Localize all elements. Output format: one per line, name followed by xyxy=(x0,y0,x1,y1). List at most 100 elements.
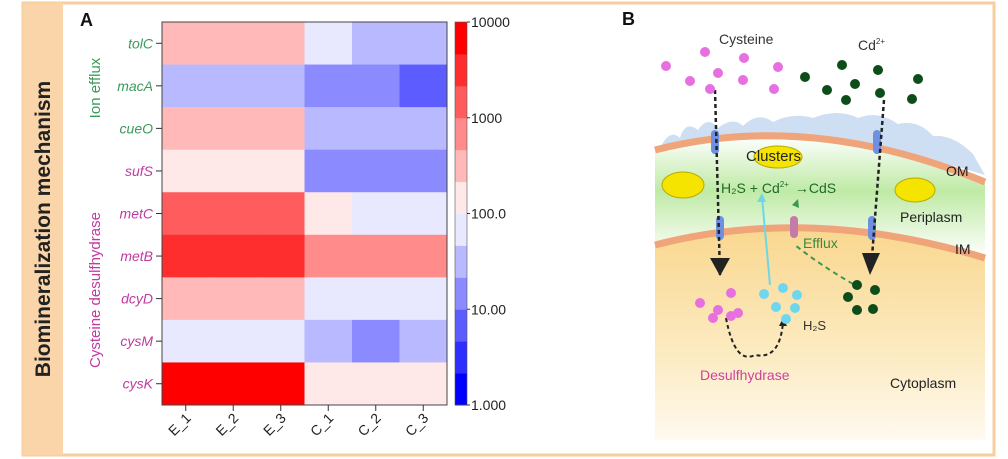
inner-membrane xyxy=(654,224,987,262)
heatmap-cell xyxy=(352,192,400,236)
row-label: dcyD xyxy=(121,291,153,307)
arrowhead xyxy=(792,199,799,208)
label-h2s: H₂S xyxy=(803,318,826,333)
heatmap-cell xyxy=(352,22,400,66)
heatmap-cell xyxy=(352,107,400,151)
heatmap-cell xyxy=(257,22,305,66)
heatmap-cell xyxy=(162,277,210,321)
heatmap-cell xyxy=(257,192,305,236)
colorbar-band xyxy=(455,181,467,214)
heatmap-cell xyxy=(162,64,210,108)
heatmap-cell xyxy=(352,234,400,278)
group-label-ion-efflux: Ion efflux xyxy=(87,57,104,118)
row-label: cysK xyxy=(123,376,154,392)
label-periplasm: Periplasm xyxy=(900,209,962,225)
heatmap-cell xyxy=(399,64,448,108)
heatmap-cell xyxy=(304,192,353,236)
colorbar-tick-label: 1.000 xyxy=(471,397,506,413)
desulfhydrase-path xyxy=(725,317,784,358)
heatmap-cell xyxy=(399,149,448,193)
row-label: sufS xyxy=(125,163,154,179)
heatmap-cell xyxy=(304,22,353,66)
molecule-dot xyxy=(852,305,862,315)
heatmap-cell xyxy=(399,107,448,151)
molecule-dot xyxy=(841,95,851,105)
label-reaction: H₂S + Cd2+ →CdS xyxy=(721,180,836,196)
heatmap-cell xyxy=(257,149,305,193)
molecule-dot xyxy=(695,298,705,308)
molecule-dot xyxy=(913,74,923,84)
cell-diagram: B Cysteine Cd2+ xyxy=(622,9,987,440)
heatmap-cell xyxy=(304,64,353,108)
colorbar-band xyxy=(455,117,467,151)
molecule-dot xyxy=(773,62,783,72)
heatmap-cell xyxy=(304,362,353,406)
molecule-dot xyxy=(850,79,860,89)
arrowhead xyxy=(710,258,730,276)
heatmap-cell xyxy=(162,192,210,236)
heatmap-cell xyxy=(257,234,305,278)
outer-membrane xyxy=(654,132,987,186)
efflux-path xyxy=(794,244,854,285)
group-label-cysteine-desulfhydrase: Cysteine desulfhydrase xyxy=(87,212,104,368)
molecule-dot xyxy=(875,88,885,98)
heatmap-cell xyxy=(399,362,448,406)
heatmap-cell xyxy=(399,319,448,363)
cds-cluster xyxy=(894,177,936,203)
colorbar-tick-label: 1000 xyxy=(471,110,502,126)
label-efflux: Efflux xyxy=(803,235,838,251)
heatmap-cell xyxy=(209,362,258,406)
heatmap-cell xyxy=(304,319,353,363)
colorbar-band xyxy=(455,22,467,55)
heatmap-cell xyxy=(209,277,258,321)
transporter-im-left xyxy=(716,216,724,240)
heatmap-cell xyxy=(209,192,258,236)
colorbar-band xyxy=(455,149,467,183)
heatmap-cell xyxy=(162,107,210,151)
label-om: OM xyxy=(946,163,969,179)
heatmap-cell xyxy=(399,22,448,66)
cds-cluster xyxy=(753,145,803,169)
molecule-dot xyxy=(738,75,748,85)
colorbar-band xyxy=(455,53,467,87)
molecule-dot xyxy=(726,288,736,298)
cytoplasm-region xyxy=(655,227,985,440)
molecule-dot xyxy=(907,94,917,104)
panel-b-letter: B xyxy=(622,9,635,29)
molecule-dot xyxy=(843,292,853,302)
molecule-dot xyxy=(870,285,880,295)
molecule-dot xyxy=(792,290,802,300)
label-cysteine: Cysteine xyxy=(719,31,774,47)
side-label-bar xyxy=(23,3,63,455)
heatmap-cell xyxy=(304,107,353,151)
heatmap-cell xyxy=(257,107,305,151)
heatmap-cell xyxy=(304,277,353,321)
heatmap-cell xyxy=(352,362,400,406)
molecule-dot xyxy=(873,65,883,75)
colorbar-tick-label: 10.00 xyxy=(471,301,506,317)
label-desulfhydrase: Desulfhydrase xyxy=(700,367,790,383)
molecule-dot xyxy=(759,289,769,299)
row-label: macA xyxy=(117,78,153,94)
molecule-dot xyxy=(713,68,723,78)
molecule-dot xyxy=(822,85,832,95)
heatmap-cell xyxy=(257,277,305,321)
label-cytoplasm: Cytoplasm xyxy=(890,375,956,391)
label-clusters: Clusters xyxy=(746,148,801,165)
colorbar-band xyxy=(455,373,467,406)
heatmap-cell xyxy=(209,234,258,278)
molecule-dot xyxy=(685,76,695,86)
row-label: metB xyxy=(120,248,153,264)
transporter-om-right xyxy=(873,130,881,154)
molecule-dots xyxy=(661,47,923,324)
row-label: tolC xyxy=(128,35,154,51)
colorbar-tick-label: 100.0 xyxy=(471,206,506,222)
cysteine-uptake-path xyxy=(713,89,722,276)
colorbar-band xyxy=(455,213,467,246)
label-im: IM xyxy=(955,241,971,257)
molecule-dot xyxy=(739,53,749,63)
molecule-dot xyxy=(852,280,862,290)
heatmap-cell xyxy=(209,22,258,66)
colorbar-band xyxy=(455,309,467,342)
